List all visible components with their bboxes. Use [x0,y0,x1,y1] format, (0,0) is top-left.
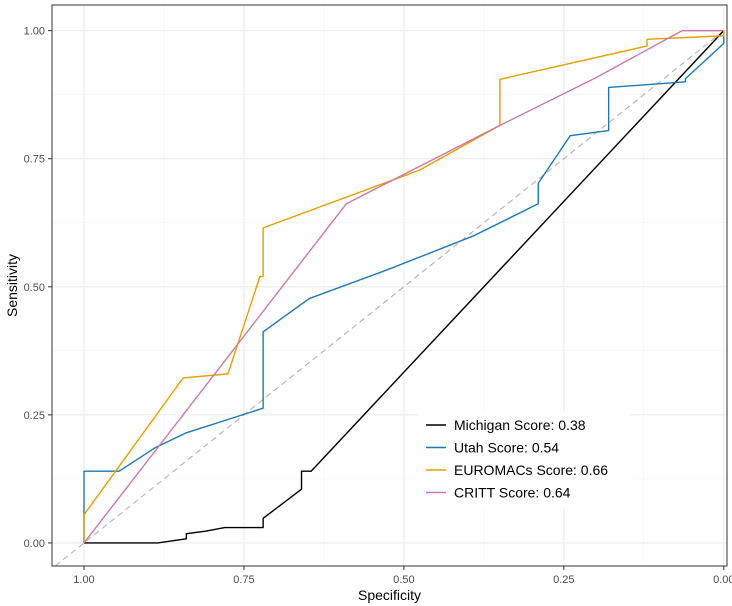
y-tick-label: 0.50 [24,282,45,294]
legend-label-2: EUROMACs Score: 0.66 [454,462,608,478]
x-tick-label: 0.25 [553,574,574,586]
x-axis: 1.00 0.75 0.50 0.25 0.00 [73,566,732,586]
roc-curves [83,29,725,544]
y-tick-label: 0.25 [24,410,45,422]
y-tick-label: 1.00 [24,26,45,38]
legend-label-3: CRITT Score: 0.64 [454,485,571,501]
y-axis-title: Sensitivity [4,254,20,317]
plot-border [51,4,728,567]
legend-label-1: Utah Score: 0.54 [454,440,559,456]
series-line-0 [83,30,725,544]
series-line-2 [83,30,725,543]
y-axis: 0.00 0.25 0.50 0.75 1.00 [24,26,52,550]
x-tick-label: 0.00 [713,574,732,586]
y-tick-label: 0.00 [24,538,45,550]
x-tick-label: 1.00 [73,574,94,586]
x-tick-label: 0.75 [233,574,254,586]
x-tick-label: 0.50 [393,574,414,586]
x-axis-title: Specificity [358,587,421,603]
legend-box [418,412,630,508]
legend-label-0: Michigan Score: 0.38 [454,417,586,433]
diagonal-reference-line [54,27,728,567]
legend: Michigan Score: 0.38 Utah Score: 0.54 EURO… [418,412,630,508]
series-line-3 [83,29,724,544]
series-line-1 [83,30,725,543]
minor-gridlines [52,5,727,566]
y-tick-label: 0.75 [24,154,45,166]
